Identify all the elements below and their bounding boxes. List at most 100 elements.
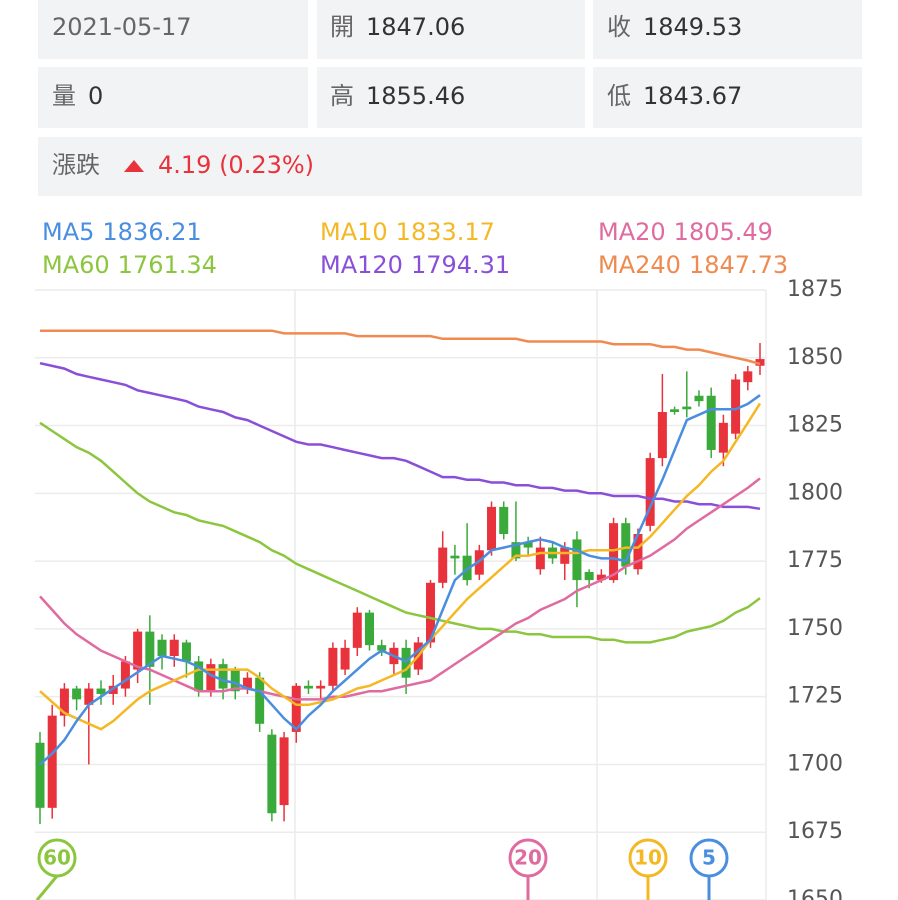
- candle-body: [401, 647, 411, 678]
- badge-label: 60: [43, 846, 71, 870]
- candle-body: [181, 642, 191, 662]
- cell: [317, 67, 585, 128]
- candle-body: [560, 547, 570, 564]
- candle-body: [377, 645, 387, 651]
- candle-body: [230, 669, 240, 692]
- legend-value: 1847.73: [689, 251, 788, 279]
- field-value: 1849.53: [643, 13, 742, 41]
- legend-name: MA10: [320, 218, 388, 246]
- change-label: 漲跌: [52, 151, 100, 179]
- y-tick-label: 1825: [787, 413, 843, 438]
- ma-line: [39, 394, 761, 766]
- candle-body: [120, 661, 130, 689]
- cell: [38, 67, 308, 128]
- candle-body: [267, 734, 277, 814]
- candle-body: [133, 631, 143, 670]
- y-tick-label: 1750: [787, 616, 843, 641]
- field-label: 量: [52, 82, 76, 110]
- cell: [593, 0, 862, 59]
- y-tick-label: 1650: [787, 887, 843, 900]
- candle-body: [609, 523, 619, 581]
- candle-body: [72, 688, 82, 700]
- candle-body: [670, 409, 680, 412]
- candle-body: [169, 639, 179, 656]
- candle-body: [450, 555, 460, 559]
- candle-body: [596, 574, 606, 581]
- candle-body: [328, 647, 338, 686]
- candle-body: [633, 534, 643, 570]
- candle-body: [35, 742, 45, 808]
- y-tick-label: 1775: [787, 548, 843, 573]
- legend-value: 1836.21: [102, 218, 201, 246]
- legend-name: MA120: [320, 251, 403, 279]
- legend-name: MA20: [598, 218, 666, 246]
- candle-body: [279, 737, 289, 806]
- cell: [593, 67, 862, 128]
- ma-line: [39, 361, 761, 511]
- legend-value: 1761.34: [118, 251, 217, 279]
- candle-body: [584, 571, 594, 581]
- legend-value: 1794.31: [411, 251, 510, 279]
- candle-body: [621, 523, 631, 567]
- field-value: 1843.67: [643, 82, 742, 110]
- legend-name: MA60: [42, 251, 110, 279]
- candle-body: [535, 547, 545, 570]
- field-label: 高: [330, 82, 354, 110]
- plot: [294, 290, 767, 900]
- badge-label: 20: [514, 846, 542, 870]
- candle-body: [731, 379, 741, 434]
- ma-line: [39, 421, 761, 644]
- field-value: 1855.46: [366, 82, 465, 110]
- candle-body: [523, 542, 533, 548]
- field-label: 開: [330, 13, 354, 41]
- cell: [38, 137, 862, 196]
- legend-value: 1833.17: [396, 218, 495, 246]
- candle-body: [218, 664, 228, 689]
- y-tick-label: 1850: [787, 345, 843, 370]
- candle-body: [255, 677, 265, 724]
- date: 2021-05-17: [52, 13, 191, 41]
- candle-body: [426, 582, 436, 643]
- candle-body: [206, 664, 216, 692]
- candle-body: [718, 422, 728, 453]
- candle-body: [706, 395, 716, 450]
- ma-line: [39, 402, 762, 731]
- candle-body: [194, 661, 204, 692]
- candle-body: [438, 547, 448, 583]
- candle-body: [682, 406, 692, 410]
- badge-stem: [35, 875, 59, 900]
- badge-label: 5: [702, 846, 716, 870]
- candle-body: [511, 542, 521, 559]
- badge: [508, 838, 548, 878]
- candle-body: [364, 612, 374, 646]
- badge: [37, 838, 77, 878]
- badge: [689, 838, 729, 878]
- field-value: 0: [88, 82, 103, 110]
- candle-body: [755, 359, 765, 366]
- candle-body: [145, 631, 155, 667]
- change-value: 4.19 (0.23%): [158, 151, 314, 179]
- candle-body: [487, 506, 497, 551]
- y-tick-label: 1875: [787, 277, 843, 302]
- y-tick-label: 1700: [787, 751, 843, 776]
- candle-body: [291, 685, 301, 732]
- badge-label: 10: [634, 846, 662, 870]
- legend-value: 1805.49: [674, 218, 773, 246]
- y-tick-label: 1800: [787, 480, 843, 505]
- candle-body: [645, 458, 655, 526]
- y-tick-label: 1725: [787, 684, 843, 709]
- candle-body: [572, 539, 582, 581]
- cell: [38, 0, 308, 59]
- candle-body: [340, 647, 350, 670]
- field-label: 低: [607, 82, 631, 110]
- field-label: 收: [607, 13, 631, 41]
- up-triangle: [124, 160, 144, 172]
- candle-body: [694, 395, 704, 402]
- badge: [628, 838, 668, 878]
- candle-body: [657, 412, 667, 459]
- candle-body: [242, 677, 252, 689]
- field-value: 1847.06: [366, 13, 465, 41]
- candle-body: [59, 688, 69, 716]
- ma-line: [40, 329, 761, 366]
